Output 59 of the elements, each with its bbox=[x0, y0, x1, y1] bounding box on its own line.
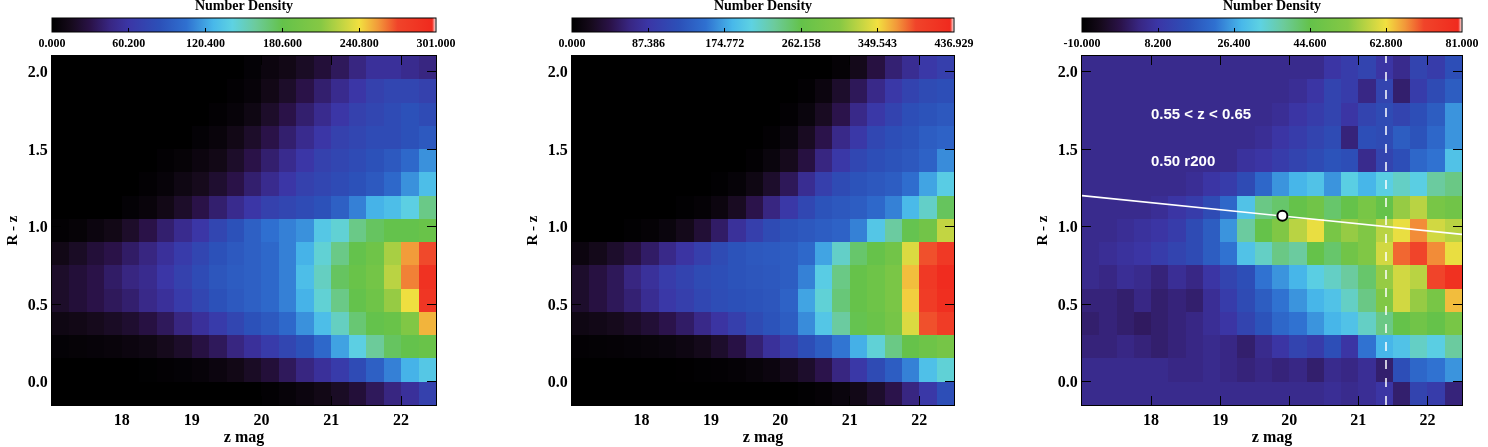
x-tick-label: 18 bbox=[1143, 411, 1160, 429]
y-tick-label: 2.0 bbox=[1057, 63, 1078, 81]
y-axis-title: R - z bbox=[524, 215, 541, 246]
color-bar-title: Number Density bbox=[1222, 0, 1322, 13]
color-bar-label: 262.158 bbox=[781, 36, 821, 51]
y-axis-title: R - z bbox=[1034, 215, 1051, 246]
x-axis-title: z mag bbox=[1251, 428, 1293, 447]
y-tick-label: 2.0 bbox=[27, 63, 48, 81]
y-tick-label: 1.0 bbox=[547, 218, 568, 236]
x-tick-label: 21 bbox=[323, 411, 340, 429]
y-tick-label: 1.0 bbox=[1057, 218, 1078, 236]
y-tick-label: 1.5 bbox=[27, 140, 48, 158]
color-bar-label: 240.800 bbox=[339, 36, 379, 51]
x-tick-label: 22 bbox=[393, 411, 410, 429]
color-bar-label: 180.600 bbox=[262, 36, 302, 51]
x-tick-label: 19 bbox=[183, 411, 200, 429]
x-tick-label: 18 bbox=[633, 411, 650, 429]
x-tick-label: 22 bbox=[911, 411, 928, 429]
annotation: 0.55 < z < 0.65 bbox=[1151, 105, 1252, 122]
x-tick-label: 20 bbox=[1281, 411, 1298, 429]
color-bar-label: 81.000 bbox=[1445, 36, 1479, 51]
color-bar-label: 62.800 bbox=[1369, 36, 1403, 51]
color-bar-label: -10.000 bbox=[1063, 36, 1101, 51]
x-tick-label: 20 bbox=[253, 411, 270, 429]
color-bar-label: 0.000 bbox=[38, 36, 66, 51]
x-tick-label: 20 bbox=[772, 411, 789, 429]
y-axis-title: R - z bbox=[4, 215, 21, 246]
color-bar-label: 26.400 bbox=[1217, 36, 1251, 51]
color-bar-label: 87.386 bbox=[631, 36, 665, 51]
color-bar-label: 0.000 bbox=[558, 36, 586, 51]
x-tick-label: 21 bbox=[841, 411, 858, 429]
y-tick-label: 0.5 bbox=[27, 295, 48, 313]
y-tick-label: 2.0 bbox=[547, 63, 568, 81]
annotation: 0.50 r200 bbox=[1151, 152, 1216, 169]
y-tick-label: 0.5 bbox=[1057, 295, 1078, 313]
y-tick-label: 1.0 bbox=[27, 218, 48, 236]
y-tick-label: 1.5 bbox=[1057, 140, 1078, 158]
y-tick-label: 0.0 bbox=[27, 373, 48, 391]
color-bar-label: 349.543 bbox=[858, 36, 898, 51]
color-bar-label: 436.929 bbox=[934, 36, 974, 51]
y-tick-label: 0.5 bbox=[547, 295, 568, 313]
x-tick-label: 18 bbox=[113, 411, 130, 429]
y-tick-label: 1.5 bbox=[547, 140, 568, 158]
y-tick-label: 0.0 bbox=[547, 373, 568, 391]
color-bar-title: Number Density bbox=[194, 0, 294, 13]
y-tick-label: 0.0 bbox=[1057, 373, 1078, 391]
x-tick-label: 19 bbox=[1212, 411, 1229, 429]
color-bar-label: 8.200 bbox=[1144, 36, 1172, 51]
color-bar-label: 301.000 bbox=[416, 36, 456, 51]
color-bar-title: Number Density bbox=[713, 0, 813, 13]
x-axis-title: z mag bbox=[742, 428, 784, 447]
color-bar-label: 60.200 bbox=[112, 36, 146, 51]
color-bar-label: 120.400 bbox=[186, 36, 226, 51]
x-tick-label: 19 bbox=[702, 411, 719, 429]
x-axis-title: z mag bbox=[223, 428, 265, 447]
x-tick-label: 22 bbox=[1419, 411, 1436, 429]
color-bar-label: 174.772 bbox=[705, 36, 745, 51]
x-tick-label: 21 bbox=[1350, 411, 1367, 429]
color-bar-label: 44.600 bbox=[1293, 36, 1327, 51]
